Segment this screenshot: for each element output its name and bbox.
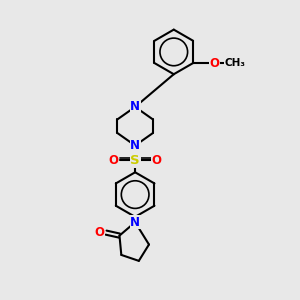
- Text: O: O: [152, 154, 161, 167]
- Text: O: O: [109, 154, 119, 167]
- Text: O: O: [94, 226, 105, 239]
- Text: S: S: [130, 154, 140, 167]
- Text: CH₃: CH₃: [224, 58, 245, 68]
- Text: N: N: [130, 216, 140, 229]
- Text: N: N: [130, 139, 140, 152]
- Text: N: N: [130, 100, 140, 113]
- Text: O: O: [210, 57, 220, 70]
